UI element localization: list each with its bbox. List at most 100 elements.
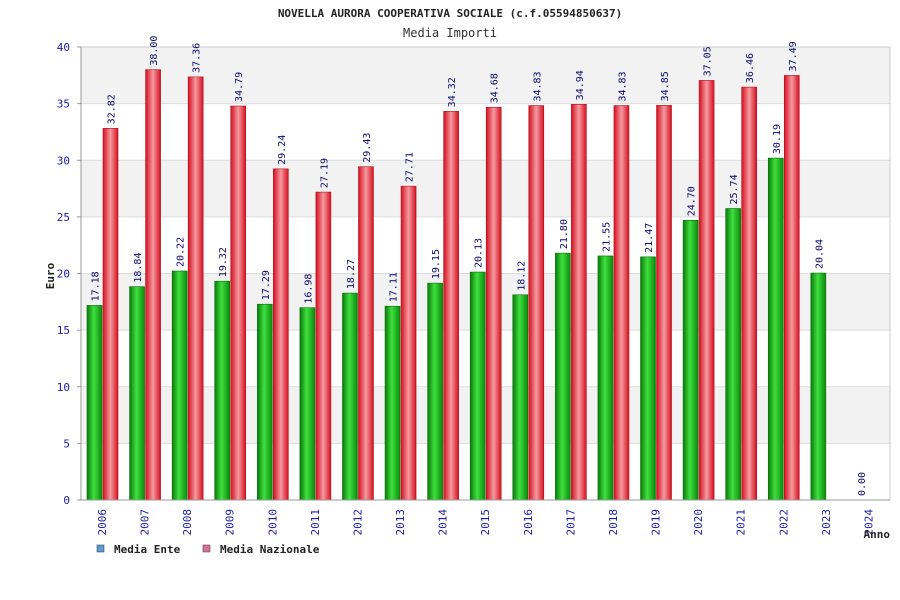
bar (656, 105, 672, 501)
value-label: 18.84 (133, 253, 144, 283)
value-label: 21.80 (559, 219, 570, 249)
legend-label-media-ente: Media Ente (114, 543, 181, 556)
value-label: 34.83 (532, 71, 543, 101)
bar (171, 270, 188, 501)
x-tick-label: 2022 (777, 509, 790, 536)
y-axis-label: Euro (44, 262, 57, 289)
bar (810, 272, 827, 501)
value-label: 37.05 (703, 46, 714, 76)
bar (613, 105, 630, 501)
x-tick-label: 2006 (96, 509, 109, 536)
x-tick-label: 2013 (394, 509, 407, 536)
value-label: 38.00 (149, 36, 160, 66)
bar (485, 106, 502, 501)
y-tick-label: 25 (57, 211, 70, 224)
y-tick-label: 40 (57, 41, 70, 54)
bar (358, 166, 374, 501)
x-tick-label: 2009 (224, 509, 237, 536)
x-tick-label: 2011 (309, 509, 322, 536)
bar (230, 105, 247, 501)
value-label: 34.94 (575, 70, 586, 100)
value-label: 21.47 (644, 223, 655, 253)
legend-swatch-media-nazionale (202, 544, 211, 553)
bar (299, 307, 316, 501)
value-labels: 17.18 32.82 18.84 38.00 20.22 37.36 19.32 34.79… (91, 36, 868, 496)
value-label: 36.46 (745, 53, 756, 83)
bar (698, 80, 715, 501)
value-label: 21.55 (601, 222, 612, 252)
bar (741, 86, 757, 501)
x-tick-label: 2007 (139, 509, 152, 536)
bar (145, 69, 161, 501)
value-label: 0.00 (857, 472, 868, 496)
bar (427, 282, 443, 501)
value-label: 24.70 (687, 186, 698, 216)
value-label: 17.11 (389, 272, 400, 302)
x-tick-label: 2020 (692, 509, 705, 536)
value-label: 19.32 (218, 247, 229, 277)
value-label: 30.19 (772, 124, 783, 154)
legend: Media Ente Media Nazionale (96, 543, 320, 556)
x-tick-label: 2021 (735, 509, 748, 536)
y-tick-label: 5 (63, 437, 70, 450)
value-label: 32.82 (107, 94, 118, 124)
bar (400, 185, 417, 501)
value-label: 17.18 (91, 271, 102, 301)
x-tick-label: 2024 (862, 509, 875, 536)
bar (469, 271, 486, 501)
value-label: 27.19 (319, 158, 330, 188)
y-axis-ticks: 0 5 10 15 20 25 30 35 40 (57, 41, 81, 507)
legend-label-media-nazionale: Media Nazionale (220, 543, 320, 556)
value-label: 18.12 (516, 261, 527, 291)
x-tick-label: 2016 (522, 509, 535, 536)
value-label: 25.74 (729, 174, 740, 204)
x-tick-label: 2015 (479, 509, 492, 535)
x-tick-label: 2012 (351, 509, 364, 536)
value-label: 29.24 (277, 135, 288, 165)
bar (214, 280, 231, 501)
bar (315, 191, 332, 501)
value-label: 29.43 (362, 133, 373, 163)
bar (571, 104, 587, 501)
x-axis-ticks: 2006 2007 2008 2009 2010 2011 2012 2013 2014 2015… (96, 509, 875, 536)
x-tick-label: 2017 (564, 509, 577, 536)
bar (187, 76, 204, 501)
x-tick-label: 2008 (181, 509, 194, 536)
x-tick-label: 2019 (650, 509, 663, 536)
bar (640, 256, 656, 501)
bar (597, 255, 614, 501)
value-label: 20.04 (814, 239, 825, 269)
x-axis-label: Anno (864, 528, 891, 541)
value-label: 34.68 (490, 73, 501, 103)
y-tick-label: 35 (57, 98, 70, 111)
bar (257, 303, 273, 501)
value-label: 34.79 (234, 72, 245, 102)
bar (555, 252, 571, 501)
value-label: 27.71 (405, 152, 416, 182)
value-label: 37.36 (192, 43, 203, 73)
bar (783, 75, 800, 501)
x-tick-label: 2014 (437, 509, 450, 536)
x-tick-label: 2023 (820, 509, 833, 536)
bar (443, 111, 459, 501)
value-label: 34.83 (617, 71, 628, 101)
value-label: 34.32 (447, 77, 458, 107)
chart-title: NOVELLA AURORA COOPERATIVA SOCIALE (c.f.… (278, 7, 622, 20)
value-label: 20.22 (176, 237, 187, 267)
x-tick-label: 2010 (266, 509, 279, 536)
legend-swatch-media-ente (96, 544, 105, 553)
y-tick-label: 10 (57, 381, 70, 394)
bar (725, 208, 741, 501)
x-tick-label: 2018 (607, 509, 620, 536)
value-label: 37.49 (788, 41, 799, 71)
bar (767, 157, 784, 501)
y-tick-label: 30 (57, 154, 70, 167)
bars (86, 69, 827, 501)
value-label: 34.85 (660, 71, 671, 101)
bar (384, 305, 401, 501)
value-label: 19.15 (431, 249, 442, 279)
bar (342, 292, 358, 501)
bar (682, 219, 699, 501)
y-tick-label: 20 (57, 268, 70, 281)
